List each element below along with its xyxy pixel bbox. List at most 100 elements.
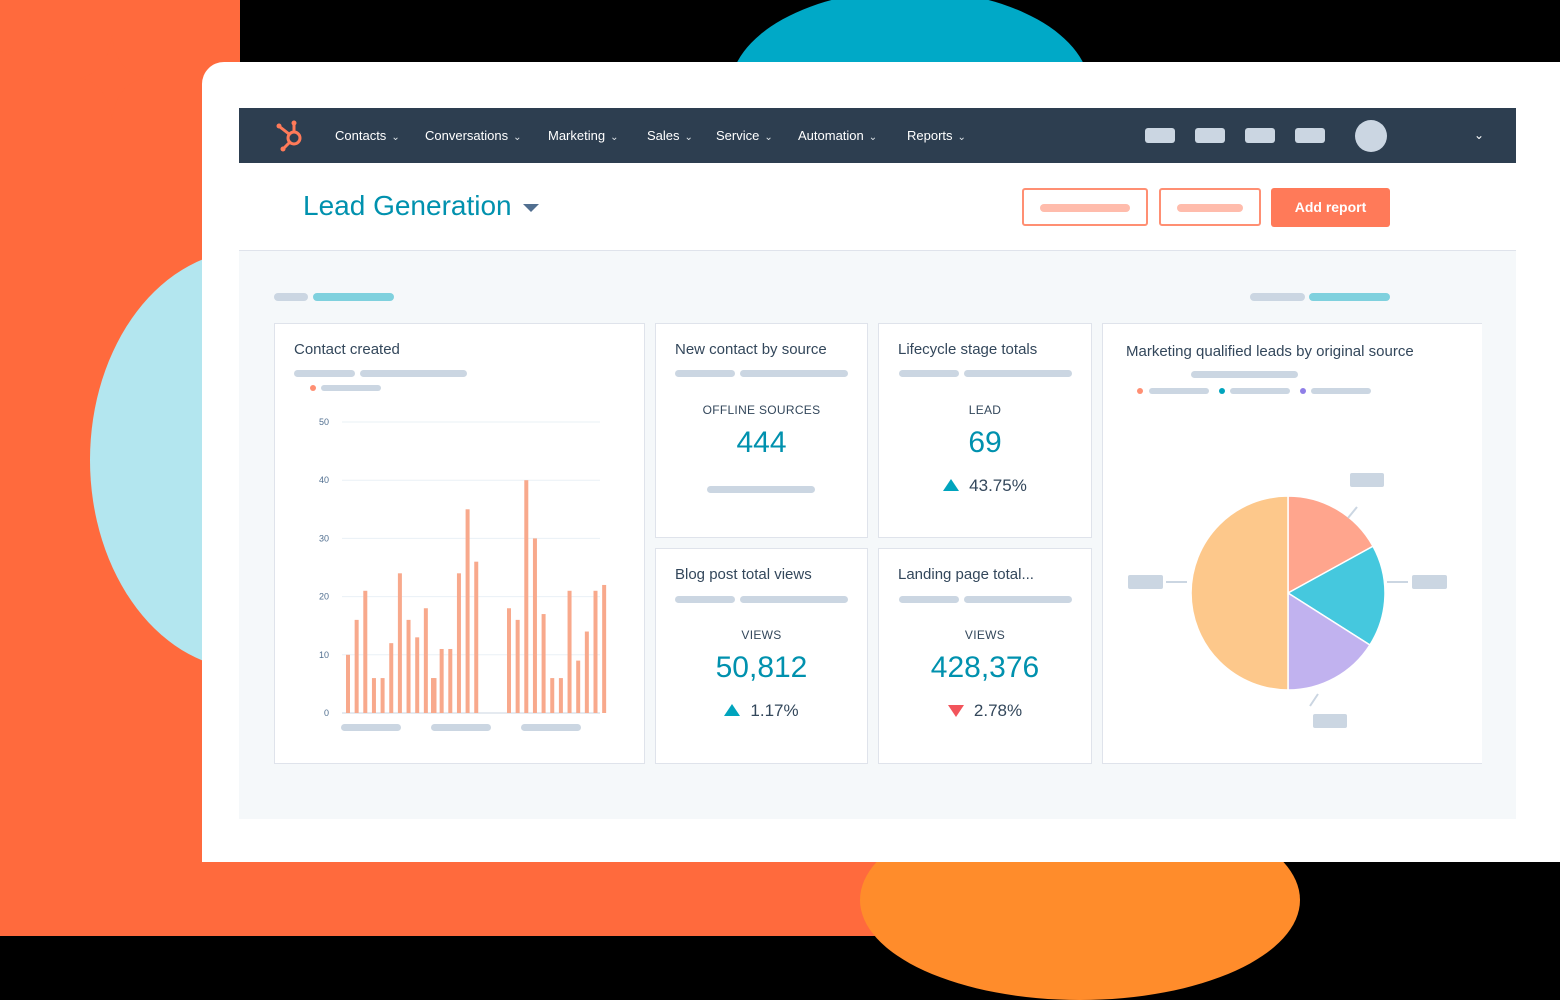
sparkle-icon <box>0 15 145 120</box>
slice-label-placeholder <box>1128 575 1163 589</box>
secondary-button[interactable] <box>1159 188 1261 226</box>
chevron-down-icon: ⌄ <box>684 132 693 143</box>
bar[interactable] <box>584 631 589 713</box>
nav-utility-button[interactable] <box>1195 128 1225 143</box>
legend-dot <box>310 385 316 391</box>
placeholder-bar <box>675 596 735 603</box>
panel-title: New contact by source <box>675 341 827 358</box>
nav-marketing[interactable]: Marketing ⌄ <box>548 128 619 143</box>
metric-value: 50,812 <box>715 651 808 684</box>
metric-label: VIEWS <box>964 628 1006 642</box>
bar[interactable] <box>524 480 529 713</box>
legend-placeholder <box>1149 388 1209 394</box>
placeholder-bar <box>707 486 815 493</box>
metric-label: LEAD <box>968 403 1002 417</box>
nav-contacts[interactable]: Contacts ⌄ <box>335 128 400 143</box>
pie-slice[interactable] <box>1287 591 1371 691</box>
legend-placeholder <box>321 385 381 391</box>
metric-change: 1.17% <box>656 701 867 721</box>
panel-title: Marketing qualified leads by original so… <box>1126 343 1414 360</box>
placeholder-bar <box>964 596 1072 603</box>
trend-up-icon <box>724 704 741 716</box>
placeholder-bar <box>1191 371 1298 378</box>
bar[interactable] <box>389 643 394 713</box>
blog-post-total-views-panel: Blog post total views VIEWS 50,812 1.17% <box>655 548 868 764</box>
placeholder-bar <box>964 370 1072 377</box>
filter-placeholder[interactable] <box>274 293 308 301</box>
trend-down-icon <box>947 705 964 717</box>
legend-placeholder <box>1311 388 1371 394</box>
secondary-button[interactable] <box>1022 188 1148 226</box>
bar[interactable] <box>532 538 537 713</box>
bar[interactable] <box>380 678 385 713</box>
metric-value: 444 <box>736 426 787 459</box>
nav-conversations[interactable]: Conversations ⌄ <box>425 128 522 143</box>
placeholder-bar <box>360 370 467 377</box>
nav-utility-button[interactable] <box>1145 128 1175 143</box>
bar[interactable] <box>456 573 461 713</box>
add-report-button[interactable]: Add report <box>1271 188 1390 227</box>
bar[interactable] <box>541 614 546 713</box>
bar[interactable] <box>550 678 555 713</box>
bar[interactable] <box>415 637 420 713</box>
pie-slice[interactable] <box>1286 545 1386 647</box>
bar[interactable] <box>363 590 368 713</box>
panel-title: Lifecycle stage totals <box>898 341 1038 358</box>
bar[interactable] <box>602 584 607 713</box>
x-label-placeholder <box>521 724 581 731</box>
chevron-down-icon: ⌄ <box>868 132 878 143</box>
bar[interactable] <box>354 619 359 713</box>
legend-dot <box>1219 388 1225 394</box>
bar[interactable] <box>406 619 411 713</box>
filter-placeholder[interactable] <box>1250 293 1305 301</box>
trend-up-icon <box>943 479 960 491</box>
metric-value: 69 <box>968 426 1002 459</box>
bar[interactable] <box>431 678 435 713</box>
placeholder-bar <box>675 370 735 377</box>
bar[interactable] <box>448 648 453 713</box>
bar[interactable] <box>558 678 563 713</box>
chevron-down-icon: ⌄ <box>391 132 400 143</box>
avatar[interactable] <box>1355 120 1387 152</box>
bar[interactable] <box>576 660 581 713</box>
bar[interactable] <box>515 619 520 713</box>
bar[interactable] <box>567 590 572 713</box>
chevron-down-icon: ⌄ <box>610 132 619 143</box>
page-title[interactable]: Lead Generation <box>303 190 512 221</box>
leader-line <box>1309 693 1319 707</box>
placeholder-bar <box>899 596 959 603</box>
pie-slice[interactable] <box>1287 495 1375 595</box>
mql-pie-chart <box>1128 473 1447 728</box>
nav-automation[interactable]: Automation ⌄ <box>798 128 878 143</box>
y-tick-label: 10 <box>319 650 329 660</box>
bar[interactable] <box>423 608 428 713</box>
nav-utility-button[interactable] <box>1245 128 1275 143</box>
header-divider <box>239 250 1516 251</box>
bar[interactable] <box>593 590 598 713</box>
bar[interactable] <box>371 678 376 713</box>
metric-label: VIEWS <box>741 628 782 642</box>
landing-page-total-panel: Landing page total... VIEWS 428,376 2.78… <box>878 548 1092 764</box>
bar[interactable] <box>397 573 402 713</box>
slice-label-placeholder <box>1412 575 1447 589</box>
title-dropdown-caret-icon[interactable] <box>523 204 539 212</box>
metric-label: OFFLINE SOURCES <box>702 403 821 417</box>
new-contact-by-source-panel: New contact by source OFFLINE SOURCES 44… <box>655 323 868 538</box>
placeholder-bar <box>294 370 355 377</box>
nav-reports[interactable]: Reports ⌄ <box>907 128 966 143</box>
bar[interactable] <box>474 561 479 713</box>
nav-service[interactable]: Service ⌄ <box>716 128 773 143</box>
nav-utility-button[interactable] <box>1295 128 1325 143</box>
pie-slice[interactable] <box>1190 495 1289 691</box>
bar[interactable] <box>465 509 470 713</box>
y-tick-label: 20 <box>319 592 329 602</box>
lifecycle-stage-totals-panel: Lifecycle stage totals LEAD 69 43.75% <box>878 323 1092 538</box>
hubspot-logo-icon[interactable] <box>274 118 308 152</box>
account-chevron-down-icon[interactable]: ⌄ <box>1474 128 1485 142</box>
filter-placeholder[interactable] <box>313 293 394 301</box>
filter-placeholder[interactable] <box>1309 293 1390 301</box>
bar[interactable] <box>346 654 350 713</box>
nav-sales[interactable]: Sales ⌄ <box>647 128 693 143</box>
bar[interactable] <box>507 608 511 713</box>
bar[interactable] <box>439 648 444 713</box>
